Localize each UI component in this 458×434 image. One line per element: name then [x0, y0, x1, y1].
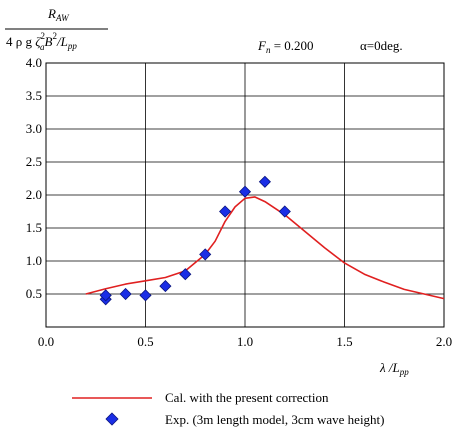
x-tick-label: 0.0: [38, 334, 54, 349]
x-tick-labels: 0.0 0.5 1.0 1.5 2.0: [38, 334, 452, 349]
legend-diamond-swatch: [105, 412, 119, 426]
y-tick-label: 2.0: [26, 187, 42, 202]
heading-angle-label: α=0deg.: [360, 38, 403, 53]
data-point-exp: [99, 289, 112, 302]
plot-frame: [45, 62, 445, 328]
x-tick-label: 0.5: [137, 334, 153, 349]
series-layer: [85, 175, 445, 306]
data-point-exp: [139, 289, 152, 302]
legend-label-calc: Cal. with the present correction: [165, 390, 329, 405]
legend-label-exp: Exp. (3m length model, 3cm wave height): [165, 412, 385, 427]
data-point-exp: [199, 248, 212, 261]
data-point-exp: [238, 185, 252, 198]
y-tick-labels: 0.5 1.0 1.5 2.0 2.5 3.0 3.5 4.0: [26, 55, 42, 301]
x-tick-label: 2.0: [436, 334, 452, 349]
froude-number-label: Fn = 0.200: [257, 38, 314, 55]
y-tick-label: 2.5: [26, 154, 42, 169]
x-axis-label: λ /Lpp: [379, 360, 409, 377]
legend: Cal. with the present correction Exp. (3…: [72, 390, 385, 427]
data-point-exp: [219, 205, 232, 218]
y-tick-label: 0.5: [26, 286, 42, 301]
series-line-calc: [85, 196, 445, 300]
data-point-exp: [258, 175, 271, 188]
y-tick-label: 1.5: [26, 220, 42, 235]
y-tick-label: 4.0: [26, 55, 42, 70]
y-tick-label: 1.0: [26, 253, 42, 268]
x-tick-label: 1.0: [237, 334, 253, 349]
y-label-numerator: RAW: [47, 6, 70, 23]
y-label-denominator: 4 ρ g ζ2 aB2/Lpp: [6, 31, 77, 52]
y-axis-label: RAW 4 ρ g ζ2 aB2/Lpp: [5, 6, 108, 52]
x-tick-label: 1.5: [336, 334, 352, 349]
data-point-exp: [159, 280, 172, 293]
data-point-exp: [179, 268, 192, 281]
data-point-exp: [278, 205, 291, 218]
data-point-exp: [119, 287, 132, 301]
y-tick-label: 3.0: [26, 121, 42, 136]
y-tick-label: 3.5: [26, 88, 42, 103]
